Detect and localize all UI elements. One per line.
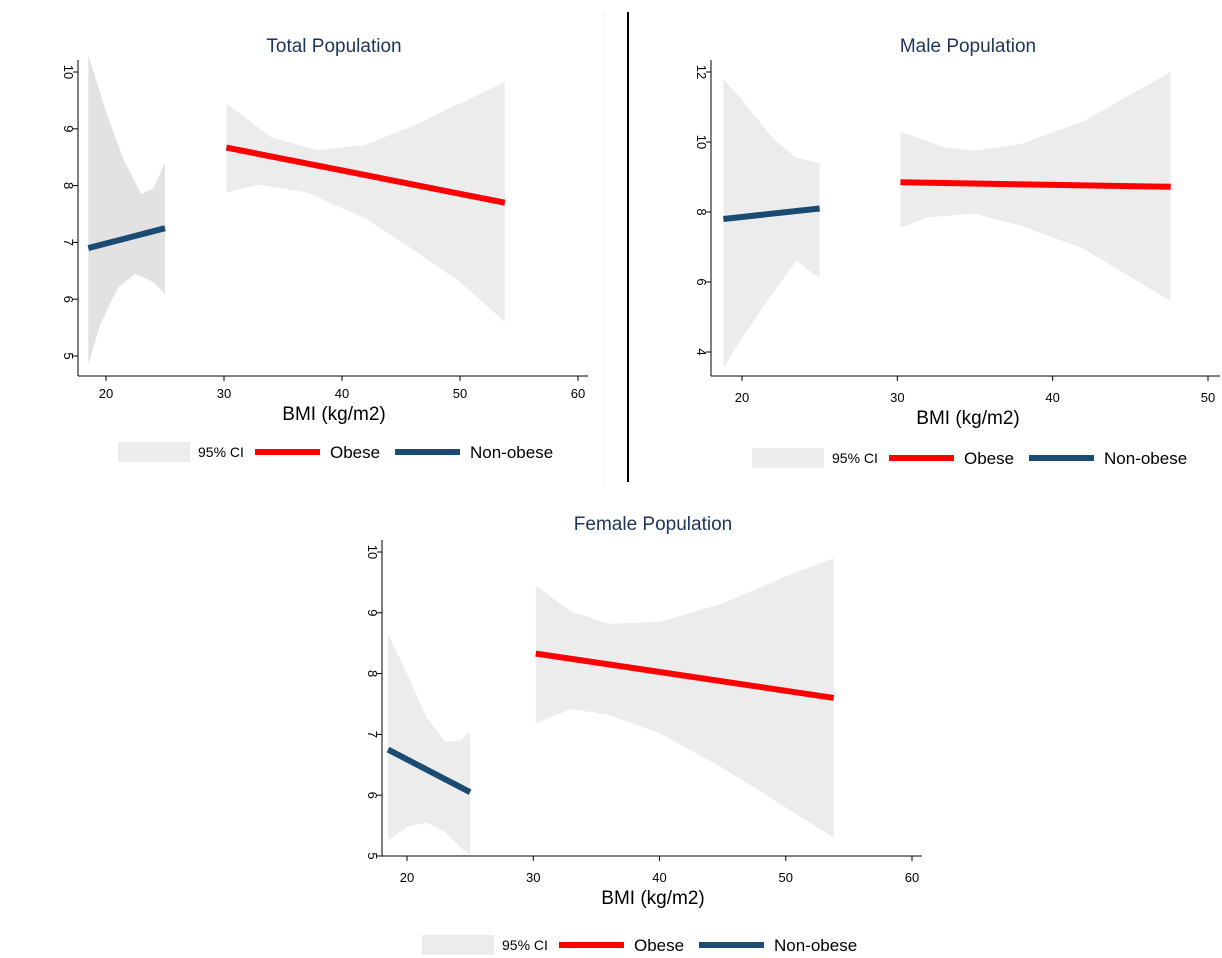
legend-label-ci: 95% CI [832,450,878,466]
x-tick-label: 20 [400,870,414,885]
ci-band-obese [535,558,834,838]
y-tick-label: 4 [694,348,709,355]
ci-band-non-obese [388,634,471,855]
y-tick-label: 8 [694,208,709,215]
y-tick-label: 6 [694,278,709,285]
y-tick-label: 5 [365,852,380,859]
chart-title: Female Population [574,514,732,535]
series-line-obese [225,144,506,206]
x-tick-label: 50 [1201,390,1215,405]
y-tick-label: 5 [61,352,76,359]
ci-band-obese [226,82,505,322]
legend-label-obese: Obese [330,443,380,462]
y-tick-label: 9 [365,609,380,616]
legend-label-non-obese: Non-obese [1104,449,1187,468]
legend-swatch-ci [752,448,824,468]
y-tick-label: 8 [365,670,380,677]
y-tick-label: 7 [365,731,380,738]
y-tick-label: 6 [365,792,380,799]
y-tick-label: 12 [694,65,709,79]
panel-total-population: 5 6 7 8 9 10 20 30 40 50 60 Total Population BMI (kg… [61,36,588,462]
legend-label-non-obese: Non-obese [470,443,553,462]
ci-band-non-obese [723,79,820,368]
series-line-non-obese [87,225,166,251]
legend-swatch-ci [118,442,190,462]
x-axis-label: BMI (kg/m2) [282,404,385,425]
legend-swatch-ci [422,935,494,955]
y-tick-label: 10 [694,135,709,149]
y-tick-label: 9 [61,125,76,132]
legend-label-obese: Obese [634,936,684,955]
legend-label-obese: Obese [964,449,1014,468]
x-tick-label: 40 [652,870,666,885]
series-line-non-obese [723,205,820,222]
x-tick-label: 60 [905,870,919,885]
series-line-non-obese [386,746,472,795]
x-axis-label: BMI (kg/m2) [916,408,1019,429]
series-line-obese [535,650,835,701]
x-tick-label: 30 [526,870,540,885]
y-tick-label: 10 [365,545,380,559]
x-tick-label: 50 [779,870,793,885]
x-tick-label: 30 [217,386,231,401]
y-tick-label: 6 [61,296,76,303]
panel-female-population: 5 6 7 8 9 10 20 30 40 50 60 Female Population BMI (k… [365,514,922,955]
legend-label-ci: 95% CI [198,444,244,460]
x-tick-label: 60 [571,386,585,401]
legend-label-non-obese: Non-obese [774,936,857,955]
y-tick-label: 8 [61,182,76,189]
y-tick-label: 7 [61,239,76,246]
x-tick-label: 20 [99,386,113,401]
chart-title: Male Population [900,36,1036,57]
y-tick-label: 10 [61,65,76,79]
x-tick-label: 40 [335,386,349,401]
ci-band-non-obese [88,54,165,365]
x-tick-label: 50 [453,386,467,401]
x-tick-label: 30 [890,390,904,405]
chart-title: Total Population [266,36,401,57]
x-tick-label: 40 [1045,390,1059,405]
series-line-obese [900,179,1171,190]
legend-label-ci: 95% CI [502,937,548,953]
x-tick-label: 20 [735,390,749,405]
panel-male-population: 4 6 8 10 12 20 30 40 50 Male Population BMI (kg/m2… [694,36,1220,468]
x-axis-label: BMI (kg/m2) [601,888,704,909]
